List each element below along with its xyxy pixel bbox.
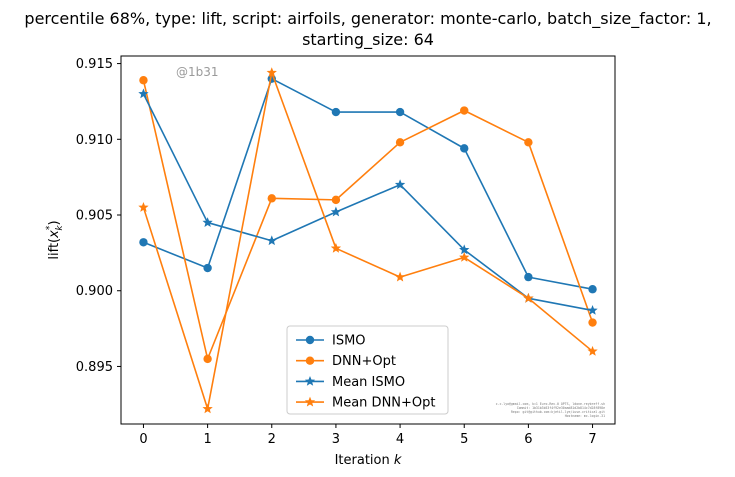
data-point-ismo <box>395 107 405 117</box>
footnote: c.c.lyo@gmail.com, k=1 Euro-Rev-0 OPTS, … <box>496 402 605 418</box>
x-tick-label: 3 <box>332 432 340 447</box>
legend-marker <box>304 396 316 407</box>
x-tick-label: 5 <box>460 432 468 447</box>
legend-box <box>286 325 449 415</box>
data-point-mean-dnn-opt <box>202 403 213 414</box>
data-point-mean-ismo <box>459 244 470 255</box>
plot-area <box>138 67 598 414</box>
legend-label: Mean ISMO <box>332 375 405 390</box>
legend-item-mean-dnn-opt: Mean DNN+Opt <box>296 396 436 411</box>
y-tick-label: 0.910 <box>76 133 113 148</box>
data-point-ismo <box>331 107 341 117</box>
data-point-mean-dnn-opt <box>523 292 534 303</box>
data-point-dnn-opt <box>331 195 341 205</box>
legend-marker <box>305 356 315 365</box>
data-point-mean-dnn-opt <box>330 242 342 253</box>
data-point-ismo <box>203 263 212 273</box>
x-axis-label: Iteration k <box>335 453 402 468</box>
data-point-ismo <box>524 272 533 282</box>
series-dnn-opt <box>139 76 597 364</box>
y-axis-label: lift(x*k) <box>45 220 65 259</box>
data-point-dnn-opt <box>395 138 405 147</box>
data-point-mean-ismo <box>202 217 213 227</box>
data-point-mean-dnn-opt <box>459 252 470 262</box>
series-line-ismo <box>143 77 593 291</box>
data-point-dnn-opt <box>460 106 469 115</box>
series-ismo <box>139 74 597 294</box>
series-line-mean-dnn-opt <box>142 71 594 410</box>
x-tick-label: 4 <box>396 432 404 447</box>
series-mean-dnn-opt <box>138 67 598 414</box>
chart-title-line-2: starting_size: 64 <box>302 30 434 50</box>
legend-marker <box>304 375 316 386</box>
y-tick-label: 0.900 <box>76 284 113 299</box>
watermark: @1b31 <box>176 65 219 79</box>
footnote-line-4: Hostname: mc-login-31 <box>565 414 605 418</box>
y-tick-label: 0.895 <box>76 360 113 375</box>
footnote-line-2: Commit: 1b31b3b53f4f92e30aad81d2b814c7d2… <box>517 406 605 410</box>
x-tick-label: 7 <box>588 432 596 447</box>
data-point-mean-dnn-opt <box>266 67 277 78</box>
data-point-mean-dnn-opt <box>394 271 406 282</box>
data-point-dnn-opt <box>267 194 276 203</box>
legend-item-mean-ismo: Mean ISMO <box>296 375 405 390</box>
data-point-ismo <box>588 285 597 294</box>
y-tick-label: 0.905 <box>76 209 113 224</box>
legend-item-dnn-opt: DNN+Opt <box>296 354 396 369</box>
data-point-dnn-opt <box>588 318 597 327</box>
x-tick-label: 0 <box>139 432 147 447</box>
footnote-line-1: c.c.lyo@gmail.com, k=1 Euro-Rev-0 OPTS, … <box>496 402 605 406</box>
series-line-dnn-opt <box>142 80 594 360</box>
x-tick-label: 2 <box>268 432 276 447</box>
legend-label: ISMO <box>332 334 366 349</box>
plot-frame <box>120 55 616 425</box>
y-tick-label: 0.915 <box>76 57 113 72</box>
data-point-dnn-opt <box>203 354 212 364</box>
data-point-ismo <box>460 144 469 153</box>
legend-marker <box>305 335 315 345</box>
data-point-dnn-opt <box>139 76 148 85</box>
data-point-mean-ismo <box>138 88 149 99</box>
data-point-mean-dnn-opt <box>587 345 598 356</box>
legend: ISMO DNN+Opt Mean ISMO Mean DNN+Opt <box>286 325 449 415</box>
legend-label: Mean DNN+Opt <box>332 396 436 411</box>
x-axis: 0 1 2 3 4 5 6 7 <box>139 424 597 447</box>
data-point-mean-dnn-opt <box>138 202 149 212</box>
legend-item-ismo: ISMO <box>296 334 366 349</box>
x-tick-label: 1 <box>203 432 211 447</box>
data-point-dnn-opt <box>524 138 533 147</box>
data-point-mean-ismo <box>394 179 406 190</box>
series-line-mean-ismo <box>142 93 593 312</box>
y-axis: 0.895 0.900 0.905 0.910 0.915 <box>76 57 121 375</box>
data-point-mean-ismo <box>266 235 277 246</box>
chart-title-line-1: percentile 68%, type: lift, script: airf… <box>24 9 711 29</box>
footnote-line-3: Repo: git@github.com:kjetil-lye/iuse-cri… <box>511 410 605 414</box>
legend-label: DNN+Opt <box>332 354 396 369</box>
x-tick-label: 6 <box>524 432 532 447</box>
data-point-mean-ismo <box>587 305 598 315</box>
data-point-mean-ismo <box>330 206 342 217</box>
data-point-ismo <box>139 238 148 247</box>
